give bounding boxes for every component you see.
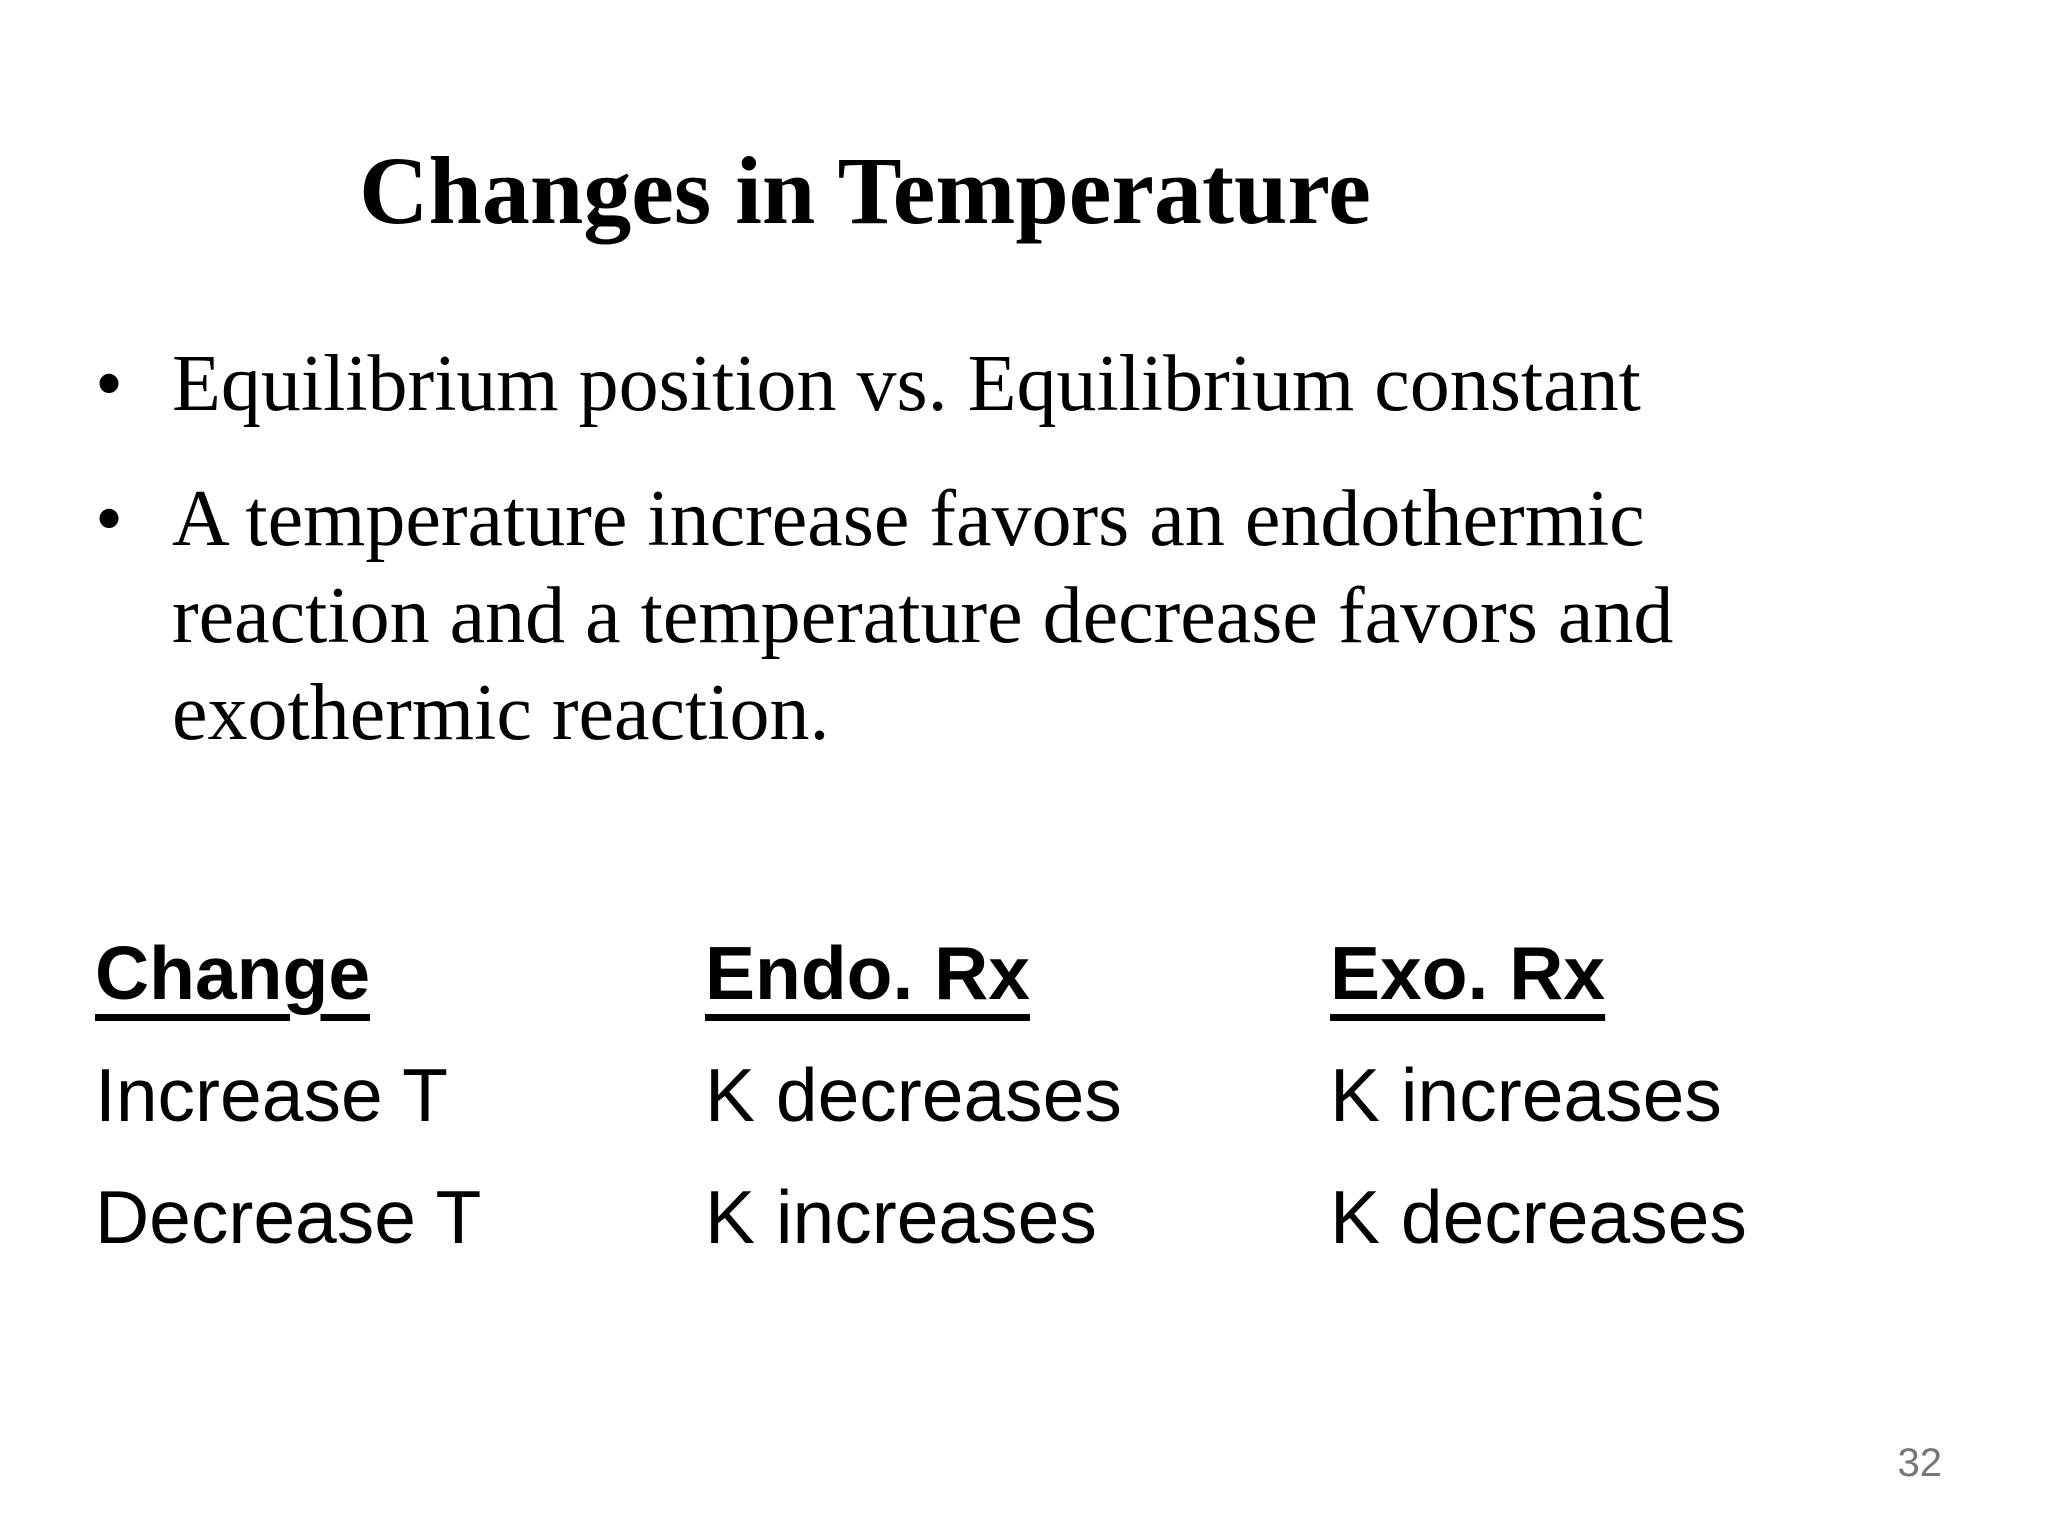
table-cell: K decreases [705,1053,1122,1137]
bullet-icon: • [95,340,124,428]
bullet-list: • Equilibrium position vs. Equilibrium c… [95,336,1885,800]
bullet-icon: • [95,475,124,563]
table-cell: K decreases [1330,1175,1747,1259]
table-header-endo-rx: Endo. Rx [705,931,1031,1015]
table-header-row: Change Endo. Rx Exo. Rx [0,912,2048,1034]
bullet-text: A temperature increase favors an endothe… [172,475,1674,757]
table-row: Increase T K decreases K increases [0,1034,2048,1156]
table-cell: Decrease T [95,1175,482,1259]
temperature-effect-table: Change Endo. Rx Exo. Rx Increase T K dec… [0,912,2048,1278]
bullet-item: • Equilibrium position vs. Equilibrium c… [95,336,1885,433]
page-number: 32 [1897,1441,1943,1485]
table-cell: K increases [1330,1053,1722,1137]
table-cell: Increase T [95,1053,448,1137]
table-header-change: Change [95,931,371,1015]
slide-title: Changes in Temperature [359,137,1371,244]
table-cell: K increases [705,1175,1097,1259]
table-row: Decrease T K increases K decreases [0,1156,2048,1278]
bullet-item: • A temperature increase favors an endot… [95,471,1885,762]
table-header-exo-rx: Exo. Rx [1330,931,1606,1015]
bullet-text: Equilibrium position vs. Equilibrium con… [172,340,1641,428]
